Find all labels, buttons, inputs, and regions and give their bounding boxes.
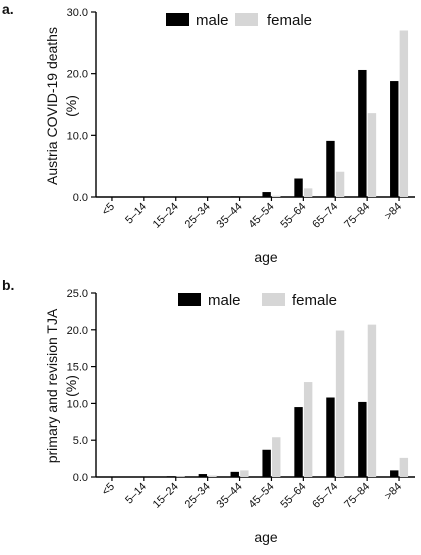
y-tick-label-a: 10.0 <box>67 130 88 142</box>
bar-female-a <box>367 113 377 197</box>
chart-panel-b: 0.0 5.0 10.0 15.0 20.0 25.0 <5 5–14 15–24 25–34 35… <box>67 288 415 511</box>
x-tick-label-b: 45–54 <box>246 481 276 511</box>
legend-swatch-female-a <box>235 13 258 26</box>
bar-female-b <box>303 382 313 477</box>
bar-male-b <box>230 471 239 477</box>
x-tick-label-a: 35–44 <box>215 201 245 231</box>
bar-female-b <box>272 437 281 477</box>
legend-label-female-a: female <box>267 12 312 29</box>
chart-panel-a: 0.0 10.0 20.0 30.0 <5 5–14 15–24 25–34 35–44 45–5… <box>67 7 415 231</box>
legend-label-male-a: male <box>196 12 229 29</box>
legend-label-male-b: male <box>208 292 241 309</box>
y-tick-label-b: 10.0 <box>67 398 88 410</box>
x-axis-title-b: age <box>254 529 278 545</box>
y-tick-label-b: 5.0 <box>73 435 88 447</box>
y-tick-label-b: 20.0 <box>67 325 88 337</box>
x-tick-label-b: 25–34 <box>183 481 213 511</box>
y-tick-label-b: 15.0 <box>67 362 88 374</box>
x-tick-label-a: 55–64 <box>278 201 308 231</box>
x-tick-label-b: 35–44 <box>215 481 245 511</box>
x-tick-label-b: 65–74 <box>310 481 340 511</box>
bar-male-b <box>166 476 176 477</box>
x-tick-label-a: <5 <box>100 201 117 218</box>
bar-female-b <box>240 470 249 477</box>
x-tick-label-b: >84 <box>382 481 404 503</box>
x-tick-label-b: 15–24 <box>151 481 181 511</box>
legend-label-female-b: female <box>292 292 337 309</box>
y-tick-label-a: 0.0 <box>73 192 88 204</box>
bar-female-a <box>399 30 409 197</box>
x-tick-label-b: 5–14 <box>123 481 149 507</box>
bar-male-b <box>358 401 367 477</box>
legend-swatch-male-a <box>166 13 189 26</box>
x-tick-label-a: 75–84 <box>342 201 372 231</box>
y-axis-unit-b: (%) <box>63 375 79 397</box>
bar-male-b <box>294 407 303 477</box>
x-tick-label-a: 25–34 <box>183 201 213 231</box>
bar-female-b <box>176 476 185 477</box>
legend-swatch-female-b <box>262 293 285 306</box>
x-tick-label-b: 55–64 <box>278 481 308 511</box>
bar-female-a <box>303 188 313 197</box>
legend-swatch-male-b <box>178 293 201 306</box>
bar-male-a <box>230 196 239 197</box>
bar-male-a <box>326 140 335 197</box>
y-axis-title-b: primary and revision TJA <box>44 308 60 463</box>
bar-male-b <box>262 449 271 477</box>
bar-male-a <box>294 178 303 197</box>
bar-female-a <box>335 171 345 197</box>
bar-male-b <box>326 397 335 477</box>
panel-label-b: b. <box>2 277 14 293</box>
x-tick-label-b: 75–84 <box>342 481 372 511</box>
bar-female-b <box>399 457 409 477</box>
bar-male-a <box>390 81 399 197</box>
y-tick-label-a: 30.0 <box>67 7 88 19</box>
x-tick-label-a: 15–24 <box>151 201 181 231</box>
y-axis-title-a: Austria COVID-19 deaths <box>44 27 60 185</box>
y-tick-label-b: 25.0 <box>67 288 88 300</box>
bar-male-b <box>390 470 399 477</box>
bar-male-a <box>262 192 271 197</box>
y-axis-unit-a: (%) <box>63 95 79 117</box>
bar-female-a <box>272 195 281 197</box>
bar-male-a <box>358 69 367 197</box>
bar-female-b <box>335 330 345 477</box>
bar-male-b <box>198 474 208 477</box>
x-tick-label-a: 45–54 <box>246 201 276 231</box>
y-tick-label-a: 20.0 <box>67 69 88 81</box>
x-tick-label-b: <5 <box>100 481 117 498</box>
x-tick-label-a: 65–74 <box>310 201 340 231</box>
y-tick-label-b: 0.0 <box>73 472 88 484</box>
x-tick-label-a: >84 <box>382 201 404 223</box>
x-axis-title-a: age <box>254 249 278 265</box>
bar-female-b <box>208 475 217 477</box>
bar-female-b <box>367 324 377 477</box>
panel-label-a: a. <box>2 1 14 17</box>
x-tick-label-a: 5–14 <box>123 201 149 227</box>
